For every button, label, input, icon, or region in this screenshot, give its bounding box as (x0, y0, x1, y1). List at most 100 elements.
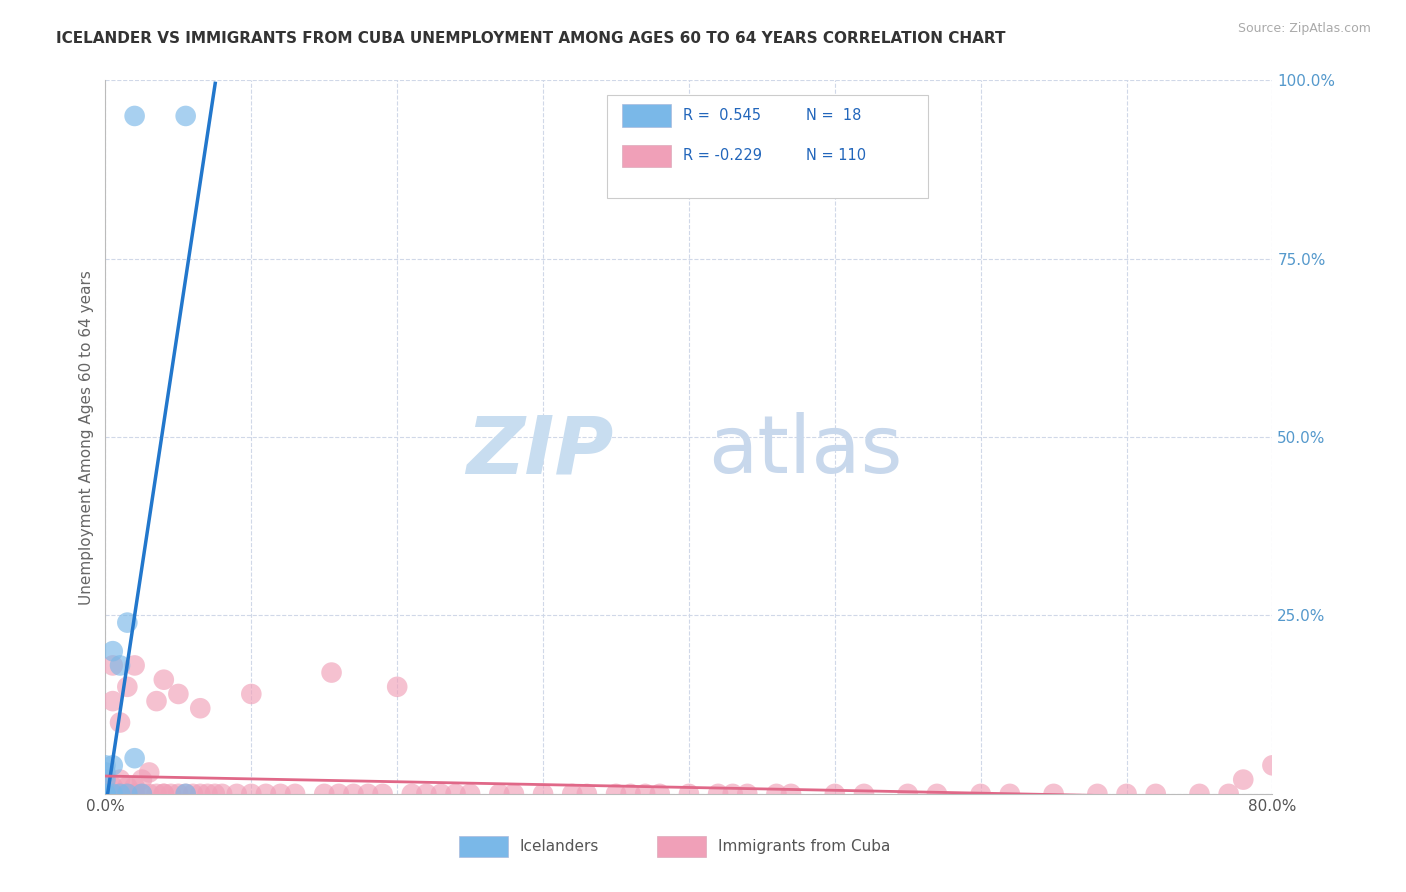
Point (101, 787, 124, 801)
Point (117, 787, 139, 801)
Point (101, 787, 124, 801)
Point (94, 787, 117, 801)
Point (124, 787, 146, 801)
Point (328, 787, 350, 801)
Point (94, 787, 117, 801)
Point (94, 787, 117, 801)
Point (108, 772, 131, 787)
Point (1085, 787, 1108, 801)
Point (1218, 787, 1240, 801)
Point (94, 787, 117, 801)
Point (101, 658, 124, 673)
Point (145, 694, 167, 708)
Point (561, 787, 583, 801)
Point (269, 787, 292, 801)
Point (131, 772, 153, 787)
Point (1144, 787, 1167, 801)
Point (444, 787, 467, 801)
Point (197, 787, 219, 801)
Point (117, 680, 139, 694)
Point (897, 787, 920, 801)
Point (94, 772, 117, 787)
Point (824, 787, 846, 801)
Point (357, 787, 380, 801)
Point (108, 658, 131, 673)
Text: N = 110: N = 110 (806, 148, 866, 163)
Point (188, 701, 211, 715)
Text: N =  18: N = 18 (806, 108, 860, 123)
Point (124, 658, 146, 673)
Point (254, 787, 277, 801)
Point (314, 787, 336, 801)
Point (737, 787, 759, 801)
Point (131, 787, 153, 801)
Point (101, 644, 124, 658)
Point (94, 772, 117, 787)
Point (488, 787, 510, 801)
Point (531, 787, 554, 801)
Text: R = -0.229: R = -0.229 (683, 148, 762, 163)
Text: Immigrants from Cuba: Immigrants from Cuba (718, 839, 890, 855)
FancyBboxPatch shape (658, 836, 706, 857)
Point (94, 787, 117, 801)
Point (117, 787, 139, 801)
Point (634, 787, 657, 801)
Point (117, 780, 139, 794)
Point (124, 751, 146, 765)
Text: R =  0.545: R = 0.545 (683, 108, 761, 123)
Point (108, 787, 131, 801)
Y-axis label: Unemployment Among Ages 60 to 64 years: Unemployment Among Ages 60 to 64 years (79, 269, 94, 605)
Point (765, 787, 787, 801)
Point (167, 687, 190, 701)
Point (619, 787, 641, 801)
Point (108, 715, 131, 730)
Point (852, 787, 875, 801)
Text: atlas: atlas (709, 412, 903, 491)
Point (145, 787, 167, 801)
Point (415, 787, 437, 801)
Point (925, 787, 948, 801)
FancyBboxPatch shape (623, 145, 672, 168)
Point (707, 787, 730, 801)
Point (1261, 758, 1284, 772)
Point (780, 787, 803, 801)
Point (371, 787, 394, 801)
Point (94, 758, 117, 772)
Point (167, 787, 190, 801)
Point (969, 787, 991, 801)
Point (502, 787, 524, 801)
Point (101, 787, 124, 801)
Point (181, 787, 204, 801)
Point (138, 765, 160, 780)
Point (101, 694, 124, 708)
Point (342, 787, 364, 801)
Point (101, 758, 124, 772)
Point (240, 787, 263, 801)
Point (124, 787, 146, 801)
FancyBboxPatch shape (623, 103, 672, 127)
Text: Source: ZipAtlas.com: Source: ZipAtlas.com (1237, 22, 1371, 36)
Point (385, 680, 408, 694)
Point (1188, 787, 1211, 801)
Point (124, 109, 146, 123)
Point (240, 687, 263, 701)
Point (188, 787, 211, 801)
Point (321, 665, 343, 680)
Point (108, 787, 131, 801)
Point (458, 787, 481, 801)
Point (430, 787, 453, 801)
Point (153, 787, 174, 801)
Text: ZIP: ZIP (465, 412, 613, 491)
Point (174, 109, 197, 123)
Point (94, 787, 117, 801)
Point (131, 787, 153, 801)
FancyBboxPatch shape (458, 836, 508, 857)
Point (124, 780, 146, 794)
Point (284, 787, 307, 801)
Point (94, 787, 117, 801)
Point (108, 787, 131, 801)
Point (605, 787, 627, 801)
Point (1042, 787, 1064, 801)
Point (94, 780, 117, 794)
Point (94, 787, 117, 801)
